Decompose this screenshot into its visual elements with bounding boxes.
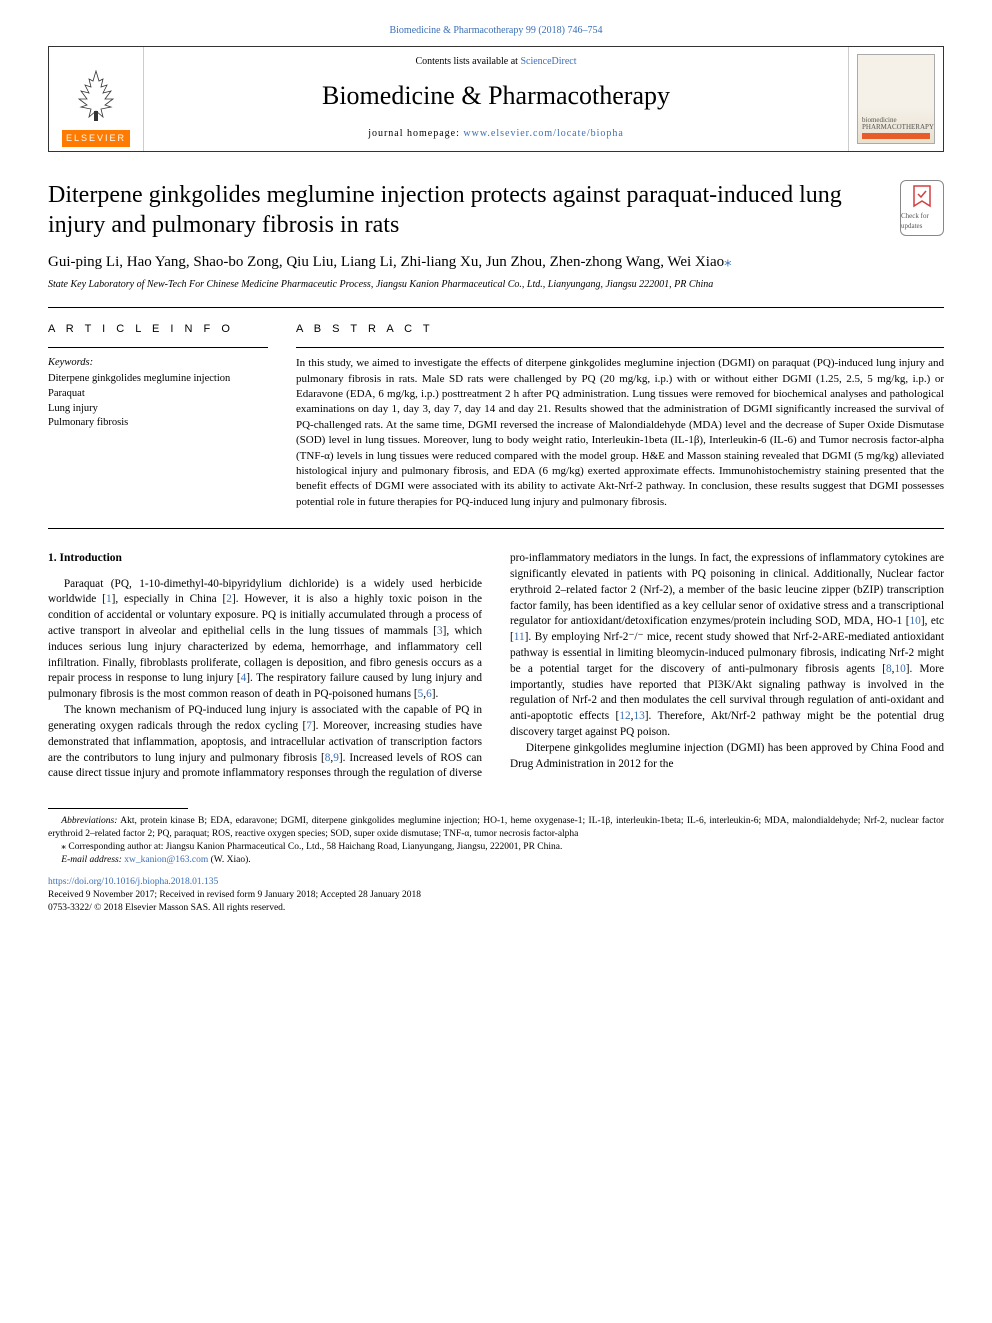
abbrev-label: Abbreviations: bbox=[61, 816, 117, 826]
cover-bar bbox=[862, 133, 930, 139]
keywords-list: Diterpene ginkgolides meglumine injectio… bbox=[48, 372, 268, 431]
info-abstract-row: A R T I C L E I N F O Keywords: Diterpen… bbox=[48, 308, 944, 528]
ref-12[interactable]: 12 bbox=[619, 710, 630, 722]
ref-8[interactable]: 8 bbox=[325, 752, 331, 764]
doi-link[interactable]: https://doi.org/10.1016/j.biopha.2018.01… bbox=[48, 877, 218, 887]
email-label: E-mail address: bbox=[61, 855, 124, 865]
email-suffix: (W. Xiao). bbox=[208, 855, 250, 865]
cover-label-2: PHARMACOTHERAPY bbox=[862, 124, 930, 131]
footnote-separator bbox=[48, 808, 188, 809]
publisher-logo: ELSEVIER bbox=[49, 47, 144, 151]
ref-13[interactable]: 13 bbox=[633, 710, 644, 722]
article-info-heading: A R T I C L E I N F O bbox=[48, 322, 268, 337]
authors-list: Gui-ping Li, Hao Yang, Shao-bo Zong, Qiu… bbox=[48, 254, 724, 270]
corresponding-author: ⁎ Corresponding author at: Jiangsu Kanio… bbox=[48, 841, 944, 854]
bookmark-check-icon bbox=[911, 184, 933, 210]
ref-8b[interactable]: 8 bbox=[886, 663, 892, 675]
rule-bottom bbox=[48, 528, 944, 529]
copyright-line: 0753-3322/ © 2018 Elsevier Masson SAS. A… bbox=[48, 902, 944, 915]
check-updates-badge[interactable]: Check for updates bbox=[900, 180, 944, 236]
ref-5[interactable]: 5 bbox=[418, 688, 424, 700]
abstract-heading: A B S T R A C T bbox=[296, 322, 944, 337]
check-updates-label: Check for updates bbox=[901, 212, 943, 231]
elsevier-label: ELSEVIER bbox=[62, 130, 130, 146]
abstract-rule bbox=[296, 347, 944, 348]
homepage-link[interactable]: www.elsevier.com/locate/biopha bbox=[463, 128, 623, 139]
info-rule bbox=[48, 347, 268, 348]
homepage-line: journal homepage: www.elsevier.com/locat… bbox=[152, 127, 840, 141]
contents-line: Contents lists available at ScienceDirec… bbox=[152, 55, 840, 69]
journal-name: Biomedicine & Pharmacotherapy bbox=[152, 78, 840, 113]
abbreviations: Abbreviations: Akt, protein kinase B; ED… bbox=[48, 815, 944, 841]
intro-p1: Paraquat (PQ, 1-10-dimethyl-40-bipyridyl… bbox=[48, 577, 482, 704]
authors: Gui-ping Li, Hao Yang, Shao-bo Zong, Qiu… bbox=[48, 252, 944, 272]
homepage-prefix: journal homepage: bbox=[368, 128, 463, 139]
article-info-column: A R T I C L E I N F O Keywords: Diterpen… bbox=[48, 322, 268, 510]
t: ]. bbox=[432, 688, 439, 700]
cover-thumbnail-box: biomedicine PHARMACOTHERAPY bbox=[848, 47, 943, 151]
intro-heading: 1. Introduction bbox=[48, 551, 482, 567]
journal-header: ELSEVIER Contents lists available at Sci… bbox=[48, 46, 944, 152]
abbrev-text: Akt, protein kinase B; EDA, edaravone; D… bbox=[48, 816, 944, 839]
header-center: Contents lists available at ScienceDirec… bbox=[144, 47, 848, 151]
sciencedirect-link[interactable]: ScienceDirect bbox=[520, 56, 576, 67]
doi-line: https://doi.org/10.1016/j.biopha.2018.01… bbox=[48, 876, 944, 889]
corresponding-mark: ⁎ bbox=[724, 254, 732, 270]
top-citation: Biomedicine & Pharmacotherapy 99 (2018) … bbox=[48, 24, 944, 38]
keywords-label: Keywords: bbox=[48, 356, 268, 370]
affiliation: State Key Laboratory of New-Tech For Chi… bbox=[48, 278, 944, 292]
body-columns: 1. Introduction Paraquat (PQ, 1-10-dimet… bbox=[48, 551, 944, 782]
footnotes: Abbreviations: Akt, protein kinase B; ED… bbox=[48, 815, 944, 866]
email-link[interactable]: xw_kanion@163.com bbox=[124, 855, 208, 865]
ref-11[interactable]: 11 bbox=[514, 631, 525, 643]
intro-p3: Diterpene ginkgolides meglumine injectio… bbox=[510, 741, 944, 773]
contents-prefix: Contents lists available at bbox=[415, 56, 520, 67]
top-citation-link[interactable]: Biomedicine & Pharmacotherapy 99 (2018) … bbox=[389, 25, 602, 36]
abstract-body: In this study, we aimed to investigate t… bbox=[296, 356, 944, 510]
t: ]. By employing Nrf-2⁻/⁻ mice, recent st… bbox=[510, 631, 944, 675]
cover-thumbnail: biomedicine PHARMACOTHERAPY bbox=[857, 54, 935, 144]
title-row: Diterpene ginkgolides meglumine injectio… bbox=[48, 180, 944, 240]
received-line: Received 9 November 2017; Received in re… bbox=[48, 889, 944, 902]
elsevier-tree-icon bbox=[72, 66, 120, 126]
ref-10b[interactable]: 10 bbox=[894, 663, 905, 675]
article-title: Diterpene ginkgolides meglumine injectio… bbox=[48, 180, 884, 240]
abstract-column: A B S T R A C T In this study, we aimed … bbox=[296, 322, 944, 510]
email-line: E-mail address: xw_kanion@163.com (W. Xi… bbox=[48, 854, 944, 867]
t: ], especially in China [ bbox=[112, 593, 227, 605]
ref-10[interactable]: 10 bbox=[910, 615, 921, 627]
